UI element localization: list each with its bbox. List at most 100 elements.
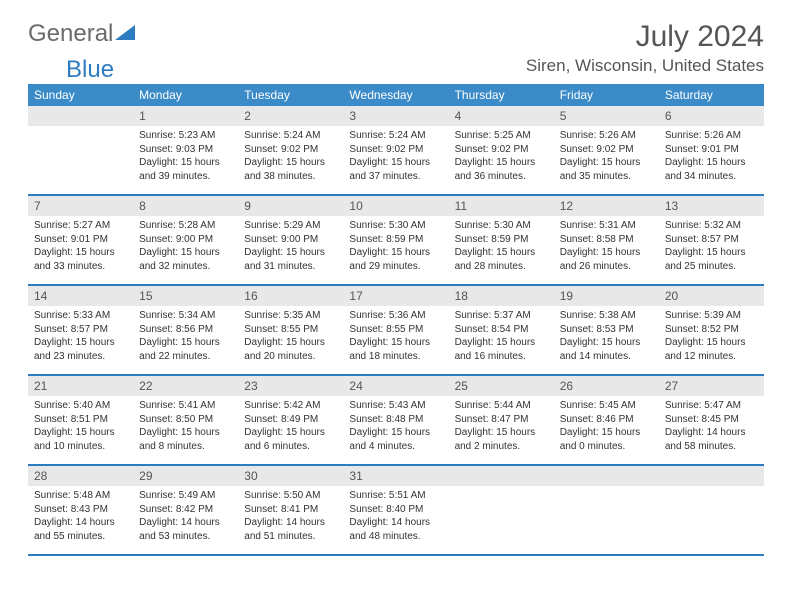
calendar-day-cell: 9Sunrise: 5:29 AMSunset: 9:00 PMDaylight… [238,196,343,284]
sunrise-line: Sunrise: 5:34 AM [139,309,232,323]
day-content: Sunrise: 5:42 AMSunset: 8:49 PMDaylight:… [238,396,343,459]
daylight-line: Daylight: 15 hours and 2 minutes. [455,426,548,453]
weekday-header-cell: Tuesday [238,84,343,106]
daylight-line: Daylight: 15 hours and 32 minutes. [139,246,232,273]
calendar-week-row: 21Sunrise: 5:40 AMSunset: 8:51 PMDayligh… [28,376,764,466]
sunrise-line: Sunrise: 5:30 AM [349,219,442,233]
calendar-day-cell: 2Sunrise: 5:24 AMSunset: 9:02 PMDaylight… [238,106,343,194]
daylight-line: Daylight: 15 hours and 39 minutes. [139,156,232,183]
sunset-line: Sunset: 9:02 PM [560,143,653,157]
daylight-line: Daylight: 15 hours and 10 minutes. [34,426,127,453]
calendar-day-cell: 30Sunrise: 5:50 AMSunset: 8:41 PMDayligh… [238,466,343,554]
day-number: 19 [554,286,659,306]
sunrise-line: Sunrise: 5:49 AM [139,489,232,503]
calendar-day-cell: 8Sunrise: 5:28 AMSunset: 9:00 PMDaylight… [133,196,238,284]
daylight-line: Daylight: 15 hours and 38 minutes. [244,156,337,183]
day-number: 17 [343,286,448,306]
sunrise-line: Sunrise: 5:38 AM [560,309,653,323]
weekday-header-cell: Saturday [659,84,764,106]
daylight-line: Daylight: 15 hours and 33 minutes. [34,246,127,273]
day-number: 4 [449,106,554,126]
daylight-line: Daylight: 14 hours and 48 minutes. [349,516,442,543]
daylight-line: Daylight: 15 hours and 12 minutes. [665,336,758,363]
calendar-day-cell: 31Sunrise: 5:51 AMSunset: 8:40 PMDayligh… [343,466,448,554]
day-number: 8 [133,196,238,216]
day-content: Sunrise: 5:47 AMSunset: 8:45 PMDaylight:… [659,396,764,459]
day-content: Sunrise: 5:29 AMSunset: 9:00 PMDaylight:… [238,216,343,279]
sunrise-line: Sunrise: 5:32 AM [665,219,758,233]
day-number: 25 [449,376,554,396]
sunset-line: Sunset: 9:00 PM [244,233,337,247]
sunset-line: Sunset: 9:02 PM [349,143,442,157]
day-number: 12 [554,196,659,216]
sunrise-line: Sunrise: 5:50 AM [244,489,337,503]
sunset-line: Sunset: 8:47 PM [455,413,548,427]
sunset-line: Sunset: 8:49 PM [244,413,337,427]
daylight-line: Daylight: 14 hours and 55 minutes. [34,516,127,543]
day-content: Sunrise: 5:50 AMSunset: 8:41 PMDaylight:… [238,486,343,549]
calendar-day-cell: 21Sunrise: 5:40 AMSunset: 8:51 PMDayligh… [28,376,133,464]
calendar-day-cell: 14Sunrise: 5:33 AMSunset: 8:57 PMDayligh… [28,286,133,374]
sunset-line: Sunset: 8:50 PM [139,413,232,427]
daylight-line: Daylight: 14 hours and 51 minutes. [244,516,337,543]
calendar-week-row: 1Sunrise: 5:23 AMSunset: 9:03 PMDaylight… [28,106,764,196]
sunrise-line: Sunrise: 5:45 AM [560,399,653,413]
sunrise-line: Sunrise: 5:33 AM [34,309,127,323]
day-content: Sunrise: 5:45 AMSunset: 8:46 PMDaylight:… [554,396,659,459]
day-content: Sunrise: 5:25 AMSunset: 9:02 PMDaylight:… [449,126,554,189]
day-content: Sunrise: 5:36 AMSunset: 8:55 PMDaylight:… [343,306,448,369]
day-content: Sunrise: 5:35 AMSunset: 8:55 PMDaylight:… [238,306,343,369]
calendar-week-row: 7Sunrise: 5:27 AMSunset: 9:01 PMDaylight… [28,196,764,286]
calendar-day-cell: 27Sunrise: 5:47 AMSunset: 8:45 PMDayligh… [659,376,764,464]
daylight-line: Daylight: 14 hours and 53 minutes. [139,516,232,543]
day-content: Sunrise: 5:30 AMSunset: 8:59 PMDaylight:… [343,216,448,279]
month-year-title: July 2024 [636,20,764,54]
daylight-line: Daylight: 15 hours and 28 minutes. [455,246,548,273]
sunset-line: Sunset: 9:02 PM [244,143,337,157]
day-content: Sunrise: 5:33 AMSunset: 8:57 PMDaylight:… [28,306,133,369]
day-number: 28 [28,466,133,486]
calendar-day-cell: 24Sunrise: 5:43 AMSunset: 8:48 PMDayligh… [343,376,448,464]
day-content: Sunrise: 5:38 AMSunset: 8:53 PMDaylight:… [554,306,659,369]
sunrise-line: Sunrise: 5:30 AM [455,219,548,233]
daylight-line: Daylight: 15 hours and 4 minutes. [349,426,442,453]
calendar-week-row: 28Sunrise: 5:48 AMSunset: 8:43 PMDayligh… [28,466,764,556]
sunset-line: Sunset: 8:55 PM [349,323,442,337]
sunset-line: Sunset: 9:01 PM [665,143,758,157]
daylight-line: Daylight: 15 hours and 0 minutes. [560,426,653,453]
day-content: Sunrise: 5:41 AMSunset: 8:50 PMDaylight:… [133,396,238,459]
day-content: Sunrise: 5:44 AMSunset: 8:47 PMDaylight:… [449,396,554,459]
day-number: 21 [28,376,133,396]
day-content: Sunrise: 5:51 AMSunset: 8:40 PMDaylight:… [343,486,448,549]
sunrise-line: Sunrise: 5:28 AM [139,219,232,233]
day-content: Sunrise: 5:34 AMSunset: 8:56 PMDaylight:… [133,306,238,369]
calendar-day-cell: 23Sunrise: 5:42 AMSunset: 8:49 PMDayligh… [238,376,343,464]
sunrise-line: Sunrise: 5:25 AM [455,129,548,143]
calendar-day-cell: 29Sunrise: 5:49 AMSunset: 8:42 PMDayligh… [133,466,238,554]
day-content: Sunrise: 5:39 AMSunset: 8:52 PMDaylight:… [659,306,764,369]
calendar-day-cell: 3Sunrise: 5:24 AMSunset: 9:02 PMDaylight… [343,106,448,194]
day-content: Sunrise: 5:31 AMSunset: 8:58 PMDaylight:… [554,216,659,279]
sunrise-line: Sunrise: 5:48 AM [34,489,127,503]
day-number: 1 [133,106,238,126]
calendar-day-cell: 25Sunrise: 5:44 AMSunset: 8:47 PMDayligh… [449,376,554,464]
calendar-day-cell: 28Sunrise: 5:48 AMSunset: 8:43 PMDayligh… [28,466,133,554]
calendar-day-cell: 6Sunrise: 5:26 AMSunset: 9:01 PMDaylight… [659,106,764,194]
weekday-header-cell: Wednesday [343,84,448,106]
sunrise-line: Sunrise: 5:24 AM [349,129,442,143]
calendar-day-cell: 18Sunrise: 5:37 AMSunset: 8:54 PMDayligh… [449,286,554,374]
sunrise-line: Sunrise: 5:36 AM [349,309,442,323]
day-number: 20 [659,286,764,306]
calendar-day-cell: 10Sunrise: 5:30 AMSunset: 8:59 PMDayligh… [343,196,448,284]
sunset-line: Sunset: 8:42 PM [139,503,232,517]
day-number: 31 [343,466,448,486]
sunrise-line: Sunrise: 5:40 AM [34,399,127,413]
daylight-line: Daylight: 15 hours and 25 minutes. [665,246,758,273]
calendar-day-cell: 19Sunrise: 5:38 AMSunset: 8:53 PMDayligh… [554,286,659,374]
sunset-line: Sunset: 8:52 PM [665,323,758,337]
day-number: 10 [343,196,448,216]
sunrise-line: Sunrise: 5:39 AM [665,309,758,323]
calendar-day-cell: 13Sunrise: 5:32 AMSunset: 8:57 PMDayligh… [659,196,764,284]
daylight-line: Daylight: 15 hours and 14 minutes. [560,336,653,363]
sunrise-line: Sunrise: 5:29 AM [244,219,337,233]
